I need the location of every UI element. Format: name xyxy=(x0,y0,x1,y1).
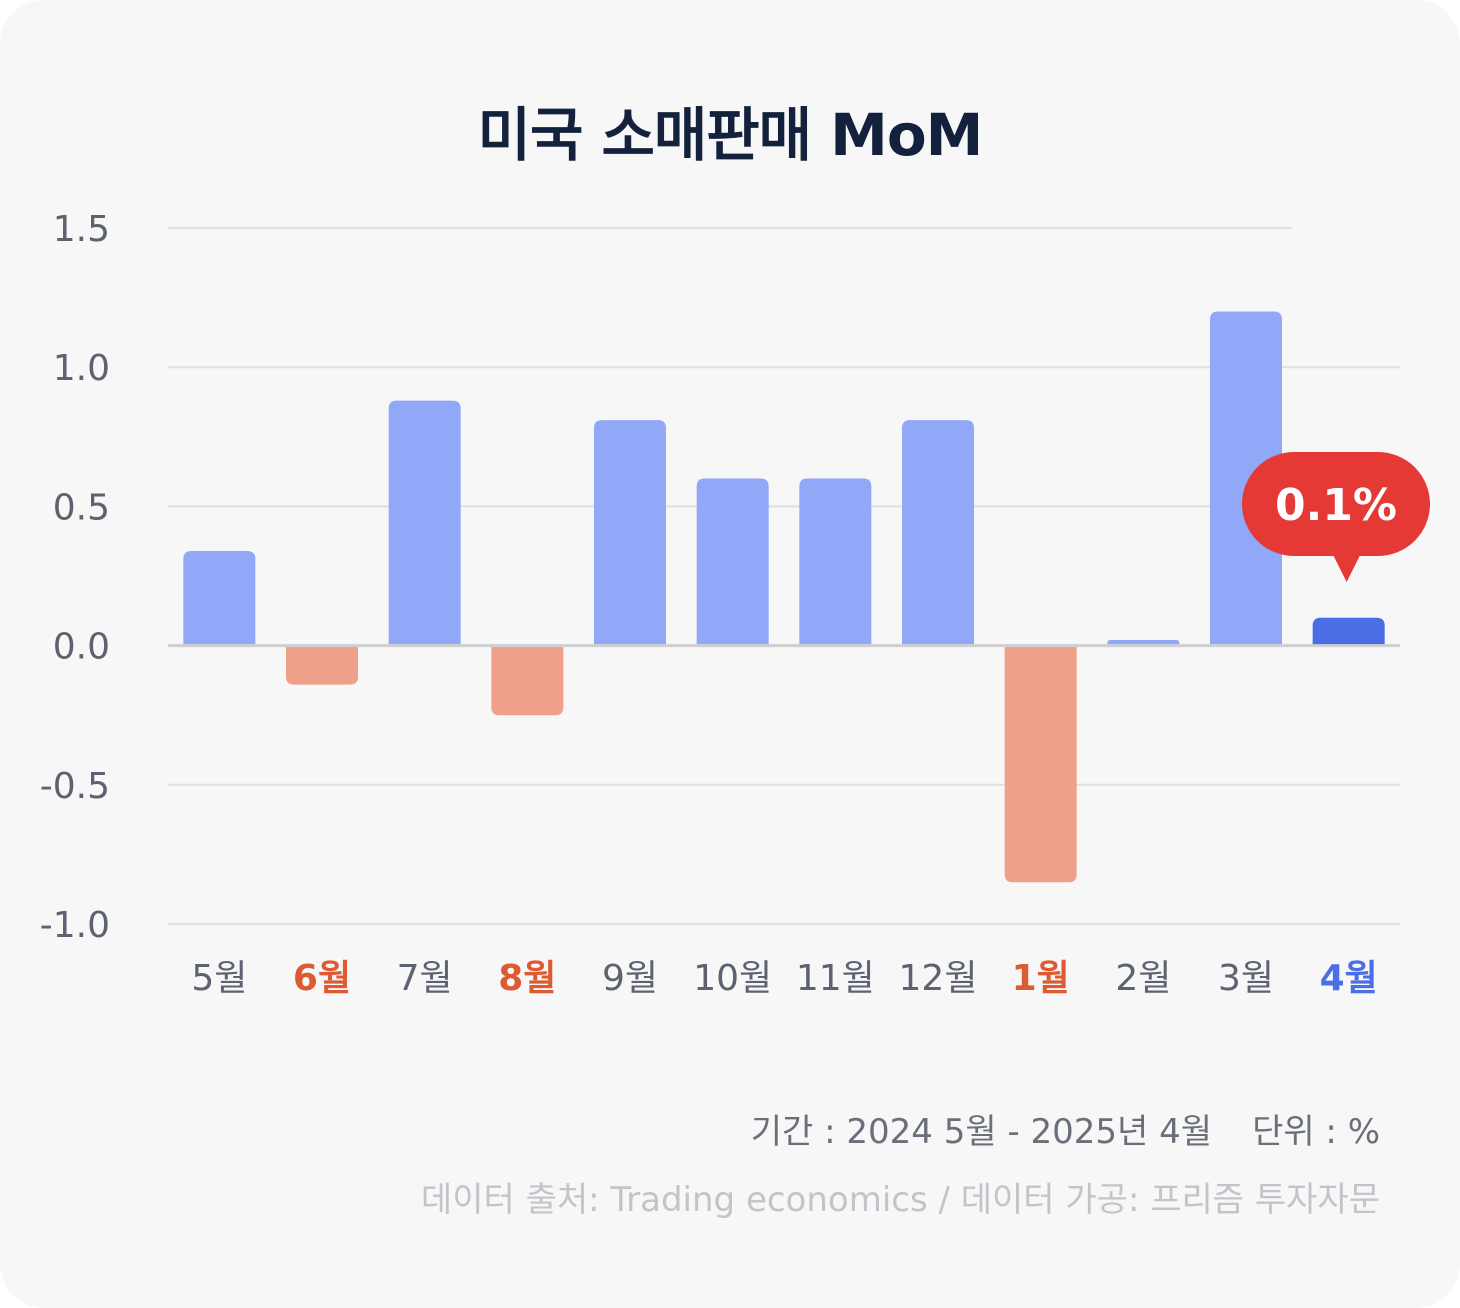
x-tick-label: 9월 xyxy=(602,958,658,999)
bar xyxy=(1312,617,1385,646)
callout-bubble xyxy=(1242,452,1430,556)
x-tick-label: 4월 xyxy=(1320,958,1378,999)
x-tick-label: 10월 xyxy=(693,958,772,999)
bar xyxy=(183,550,256,646)
unit-text: 단위 : % xyxy=(1252,1112,1380,1152)
x-tick-label: 12월 xyxy=(899,958,978,999)
chart-title: 미국 소매판매 MoM xyxy=(477,101,984,169)
bar xyxy=(594,420,666,646)
bar xyxy=(1004,645,1077,883)
callout-pointer xyxy=(1332,554,1361,582)
bar xyxy=(286,645,358,685)
x-tick-label: 6월 xyxy=(293,958,351,999)
x-tick-label: 5월 xyxy=(191,958,247,999)
y-tick-label: 1.5 xyxy=(53,209,110,250)
bar xyxy=(491,645,564,716)
footer-source: 데이터 출처: Trading economics / 데이터 가공: 프리즘 … xyxy=(420,1180,1380,1220)
footer-period: 기간 : 2024 5월 - 2025년 4월 단위 : % xyxy=(751,1104,1380,1153)
bar xyxy=(1210,311,1282,646)
bar xyxy=(388,400,461,646)
y-tick-label: 0.0 xyxy=(53,627,110,668)
x-tick-label: 2월 xyxy=(1115,958,1171,999)
period-text: 기간 : 2024 5월 - 2025년 4월 xyxy=(750,1112,1213,1152)
bar xyxy=(696,478,769,646)
y-tick-label: 0.5 xyxy=(53,487,110,528)
x-tick-label: 11월 xyxy=(796,958,875,999)
bar xyxy=(902,420,974,646)
y-tick-label: 1.0 xyxy=(53,348,110,389)
bar xyxy=(799,478,872,646)
x-tick-label: 8월 xyxy=(498,958,556,999)
y-tick-label: -1.0 xyxy=(40,905,110,946)
x-tick-label: 3월 xyxy=(1218,958,1274,999)
y-tick-label: -0.5 xyxy=(40,766,110,807)
x-tick-label: 7월 xyxy=(397,958,453,999)
x-tick-label: 1월 xyxy=(1012,958,1070,999)
callout-label: 0.1% xyxy=(1275,480,1397,531)
